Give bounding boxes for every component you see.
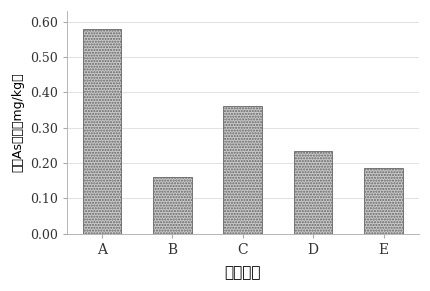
- Y-axis label: 稻米As浓度（mg/kg）: 稻米As浓度（mg/kg）: [11, 72, 24, 172]
- Bar: [364, 168, 403, 234]
- Bar: [223, 107, 262, 234]
- Bar: [153, 177, 192, 234]
- X-axis label: 灌水方法: 灌水方法: [224, 265, 261, 280]
- Bar: [83, 29, 121, 234]
- Bar: [294, 150, 332, 234]
